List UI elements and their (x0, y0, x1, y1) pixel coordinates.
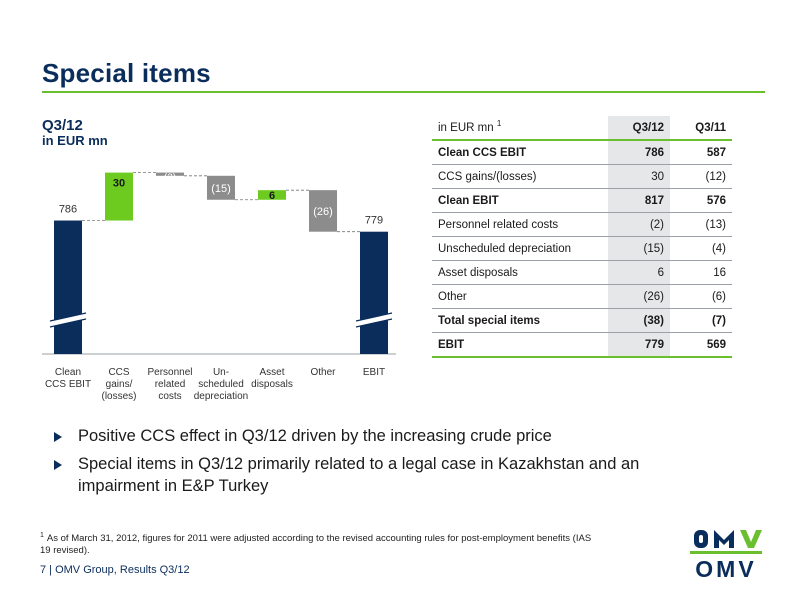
row-label: Clean EBIT (432, 188, 608, 213)
column-header-q3-12: Q3/12 (608, 116, 670, 141)
triangle-bullet-icon (54, 432, 62, 442)
bullet-text: Special items in Q3/12 primarily related… (78, 455, 640, 495)
footnote-ref: 1 (496, 118, 502, 128)
cell-q3-11: (12) (670, 164, 732, 189)
cell-q3-11: 587 (670, 140, 732, 165)
table-row: Personnel related costs (2) (13) (432, 212, 732, 237)
bullet-item: Positive CCS effect in Q3/12 driven by t… (54, 425, 694, 447)
data-label: (15) (211, 183, 231, 195)
category-tick-label: Personnel (147, 367, 192, 378)
category-tick-label: Other (310, 367, 336, 378)
cell-q3-12: 786 (608, 140, 670, 165)
column-header-q3-11: Q3/11 (670, 116, 732, 141)
row-label: Clean CCS EBIT (432, 140, 608, 165)
logo-wordmark: OMV (695, 556, 757, 582)
axis-break-gap (355, 313, 393, 327)
category-tick-label: depreciation (194, 391, 248, 402)
row-label: Asset disposals (432, 260, 608, 285)
chart-title: Q3/12 (42, 117, 83, 134)
title-divider (42, 91, 765, 93)
cell-q3-11: 16 (670, 260, 732, 285)
data-label: (2) (164, 173, 176, 184)
footnote: 1 As of March 31, 2012, figures for 2011 … (40, 530, 600, 557)
category-tick-label: gains/ (106, 379, 133, 390)
cell-q3-11: (13) (670, 212, 732, 237)
category-tick-label: costs (158, 391, 181, 402)
table-header-label: in EUR mn 1 (432, 116, 608, 141)
chart-unit: in EUR mn (42, 133, 108, 148)
table-row: Asset disposals 6 16 (432, 260, 732, 285)
table-row: Clean CCS EBIT 786 587 (432, 140, 732, 165)
cell-q3-12: 779 (608, 332, 670, 358)
waterfall-bar (54, 220, 82, 354)
cell-q3-12: 30 (608, 164, 670, 189)
footnote-text: As of March 31, 2012, figures for 2011 w… (40, 533, 592, 557)
cell-q3-12: (26) (608, 284, 670, 309)
page-footer: 7 | OMV Group, Results Q3/12 (40, 564, 190, 576)
category-tick-label: Un- (213, 367, 229, 378)
cell-q3-12: (2) (608, 212, 670, 237)
data-label: 6 (269, 190, 275, 202)
waterfall-bar (258, 190, 286, 200)
cell-q3-12: 817 (608, 188, 670, 213)
waterfall-bar (309, 190, 337, 232)
waterfall-bar (360, 231, 388, 354)
row-label: EBIT (432, 332, 608, 358)
unit-label: in EUR mn (438, 121, 494, 134)
category-tick-label: related (155, 379, 186, 390)
omv-logo-icon (694, 530, 762, 548)
category-tick-label: Clean (55, 367, 81, 378)
data-label: (26) (313, 206, 333, 218)
row-label: Personnel related costs (432, 212, 608, 237)
row-label: CCS gains/(losses) (432, 164, 608, 189)
bullet-list: Positive CCS effect in Q3/12 driven by t… (54, 425, 694, 503)
data-label: 786 (59, 204, 77, 216)
waterfall-bar (156, 172, 184, 176)
cell-q3-11: (4) (670, 236, 732, 261)
category-tick-label: disposals (251, 379, 293, 390)
cell-q3-12: (38) (608, 308, 670, 333)
row-label: Other (432, 284, 608, 309)
category-tick-label: EBIT (363, 367, 385, 378)
table-row: Other (26) (6) (432, 284, 732, 309)
table-row: CCS gains/(losses) 30 (12) (432, 164, 732, 189)
bullet-text: Positive CCS effect in Q3/12 driven by t… (78, 427, 552, 445)
axis-break-line (355, 312, 393, 322)
row-label: Total special items (432, 308, 608, 333)
data-label: 30 (113, 178, 125, 190)
category-tick-label: (losses) (101, 391, 136, 402)
special-items-table: in EUR mn 1 Q3/12 Q3/11 Clean CCS EBIT 78… (432, 116, 732, 358)
bullet-item: Special items in Q3/12 primarily related… (54, 453, 694, 497)
table-row: Clean EBIT 817 576 (432, 188, 732, 213)
logo-accent-bar (690, 551, 762, 554)
category-tick-label: CCS (108, 367, 129, 378)
row-label: Unscheduled depreciation (432, 236, 608, 261)
data-label: 779 (365, 215, 383, 227)
chart-heading: Q3/12 in EUR mn (42, 118, 108, 148)
category-tick-label: scheduled (198, 379, 244, 390)
cell-q3-12: (15) (608, 236, 670, 261)
waterfall-bar (105, 172, 133, 221)
table-header-row: in EUR mn 1 Q3/12 Q3/11 (432, 116, 732, 141)
cell-q3-12: 6 (608, 260, 670, 285)
axis-break-line (49, 318, 87, 328)
axis-break-line (355, 318, 393, 328)
table-row: Total special items (38) (7) (432, 308, 732, 333)
page-title: Special items (42, 58, 211, 88)
axis-break-line (49, 312, 87, 322)
footnote-marker: 1 (40, 532, 44, 539)
triangle-bullet-icon (54, 460, 62, 470)
category-tick-label: Asset (259, 367, 284, 378)
waterfall-bar (207, 175, 235, 200)
table-row: Unscheduled depreciation (15) (4) (432, 236, 732, 261)
cell-q3-11: 576 (670, 188, 732, 213)
cell-q3-11: (6) (670, 284, 732, 309)
category-tick-label: CCS EBIT (45, 379, 91, 390)
axis-break-gap (49, 313, 87, 327)
cell-q3-11: 569 (670, 332, 732, 358)
table-row: EBIT 779 569 (432, 332, 732, 358)
cell-q3-11: (7) (670, 308, 732, 333)
